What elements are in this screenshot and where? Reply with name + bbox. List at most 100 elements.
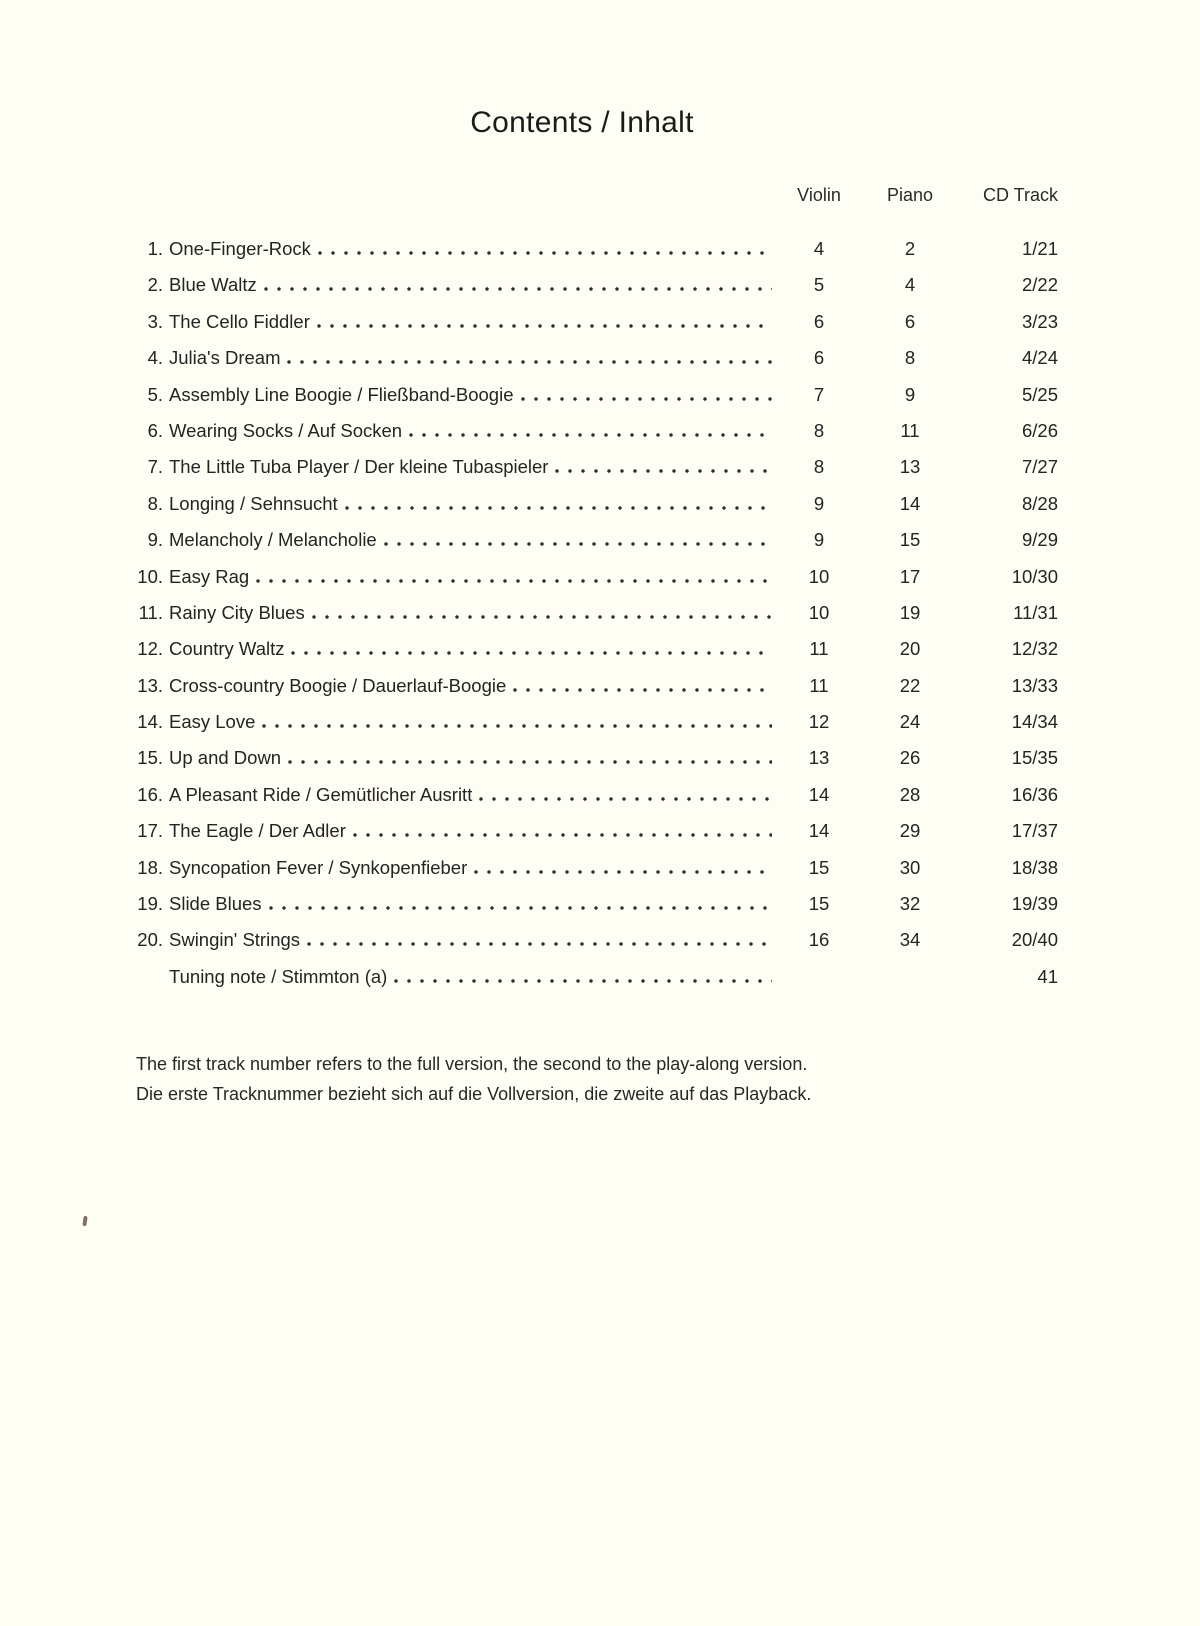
piano-page: 24 bbox=[899, 711, 921, 733]
track-title: Up and Down bbox=[169, 747, 282, 769]
table-row: 16. A Pleasant Ride / Gemütlicher Ausrit… bbox=[136, 777, 1058, 813]
piano-page: 30 bbox=[899, 856, 921, 878]
dot-leader bbox=[316, 323, 772, 328]
track-title: Easy Love bbox=[169, 711, 256, 733]
cd-track-number: 13/33 bbox=[1011, 674, 1058, 696]
dot-leader bbox=[262, 724, 772, 729]
dot-leader bbox=[311, 614, 772, 619]
table-row: 20. Swingin' Strings 16 34 20/40 bbox=[136, 922, 1058, 958]
cd-track-number: 12/32 bbox=[1011, 638, 1058, 660]
dot-leader bbox=[520, 396, 772, 401]
dot-leader bbox=[268, 906, 772, 911]
cd-track-number: 17/37 bbox=[1011, 820, 1058, 842]
piano-page: 32 bbox=[899, 893, 921, 915]
piano-page: 14 bbox=[899, 492, 921, 514]
piano-page: 19 bbox=[899, 601, 921, 623]
cd-track-number: 19/39 bbox=[1011, 893, 1058, 915]
violin-page: 9 bbox=[813, 529, 825, 551]
track-title: Cross-country Boogie / Dauerlauf-Boogie bbox=[169, 674, 507, 696]
table-row: 8. Longing / Sehnsucht 9 14 8/28 bbox=[136, 486, 1058, 522]
piano-page: 15 bbox=[899, 529, 921, 551]
dot-leader bbox=[555, 469, 772, 474]
piano-page: 28 bbox=[899, 783, 921, 805]
cd-track-number: 9/29 bbox=[1021, 529, 1058, 551]
track-title: Julia's Dream bbox=[169, 347, 281, 369]
track-number: 14. bbox=[137, 711, 163, 733]
piano-page: 17 bbox=[899, 565, 921, 587]
violin-page: 13 bbox=[808, 747, 830, 769]
track-number: 13. bbox=[137, 674, 163, 696]
piano-page: 20 bbox=[899, 638, 921, 660]
footnote-line-en: The first track number refers to the ful… bbox=[136, 1054, 808, 1075]
track-title: Swingin' Strings bbox=[169, 929, 301, 951]
table-row: 10. Easy Rag 10 17 10/30 bbox=[136, 559, 1058, 595]
piano-page: 34 bbox=[899, 929, 921, 951]
track-title: Blue Waltz bbox=[169, 274, 257, 296]
ink-speck bbox=[82, 1215, 88, 1227]
table-row: 17. The Eagle / Der Adler 14 29 17/37 bbox=[136, 813, 1058, 849]
cd-track-number: 41 bbox=[1037, 965, 1058, 987]
contents-table: 1. One-Finger-Rock 4 2 1/21 2. Blue Walt… bbox=[136, 231, 1058, 995]
violin-page: 14 bbox=[808, 783, 830, 805]
track-title: Longing / Sehnsucht bbox=[169, 492, 338, 514]
footnote-line-de: Die erste Tracknummer bezieht sich auf d… bbox=[136, 1084, 812, 1105]
piano-page: 9 bbox=[904, 383, 916, 405]
cd-track-number: 2/22 bbox=[1021, 274, 1058, 296]
track-title: The Little Tuba Player / Der kleine Tuba… bbox=[169, 456, 549, 478]
table-row: 9. Melancholy / Melancholie 9 15 9/29 bbox=[136, 522, 1058, 558]
dot-leader bbox=[263, 287, 772, 292]
track-title: Tuning note / Stimmton (a) bbox=[169, 965, 388, 987]
piano-page: 29 bbox=[899, 820, 921, 842]
dot-leader bbox=[383, 542, 772, 547]
header-spacer bbox=[136, 184, 778, 206]
track-number: 15. bbox=[137, 747, 163, 769]
track-title: One-Finger-Rock bbox=[169, 238, 311, 259]
violin-page: 8 bbox=[813, 456, 825, 478]
cd-track-number: 14/34 bbox=[1011, 711, 1058, 733]
column-header-violin: Violin bbox=[797, 185, 841, 205]
contents-page: Contents / Inhalt Violin Piano CD Track … bbox=[136, 0, 1058, 1109]
track-title: Rainy City Blues bbox=[169, 601, 305, 623]
track-title: Country Waltz bbox=[169, 638, 285, 660]
table-row: 12. Country Waltz 11 20 12/32 bbox=[136, 631, 1058, 667]
violin-page: 11 bbox=[809, 638, 829, 660]
track-number: 6. bbox=[147, 419, 163, 441]
table-row: 1. One-Finger-Rock 4 2 1/21 bbox=[136, 231, 1058, 267]
column-header-piano: Piano bbox=[886, 185, 934, 205]
table-row: 19. Slide Blues 15 32 19/39 bbox=[136, 886, 1058, 922]
track-title: A Pleasant Ride / Gemütlicher Ausritt bbox=[169, 783, 473, 805]
cd-track-number: 11/31 bbox=[1013, 601, 1058, 623]
violin-page: 10 bbox=[808, 565, 830, 587]
cd-track-number: 7/27 bbox=[1021, 456, 1058, 478]
table-row: 18. Syncopation Fever / Synkopenfieber 1… bbox=[136, 850, 1058, 886]
track-number: 3. bbox=[147, 310, 163, 332]
violin-page: 6 bbox=[813, 310, 825, 332]
table-row: 6. Wearing Socks / Auf Socken 8 11 6/26 bbox=[136, 413, 1058, 449]
piano-page: 26 bbox=[899, 747, 921, 769]
table-row: 14. Easy Love 12 24 14/34 bbox=[136, 704, 1058, 740]
cd-track-number: 1/21 bbox=[1021, 238, 1058, 259]
cd-track-number: 15/35 bbox=[1011, 747, 1058, 769]
dot-leader bbox=[394, 978, 772, 983]
track-number: 10. bbox=[137, 565, 163, 587]
violin-page: 10 bbox=[808, 601, 830, 623]
violin-page: 12 bbox=[808, 711, 830, 733]
cd-track-number: 5/25 bbox=[1021, 383, 1058, 405]
track-number: 16. bbox=[137, 783, 163, 805]
cd-track-number: 20/40 bbox=[1011, 929, 1058, 951]
table-row: 4. Julia's Dream 6 8 4/24 bbox=[136, 340, 1058, 376]
cd-track-number: 10/30 bbox=[1011, 565, 1058, 587]
piano-page: 6 bbox=[904, 310, 916, 332]
track-number: 4. bbox=[147, 347, 163, 369]
piano-page: 8 bbox=[904, 347, 916, 369]
cd-track-number: 16/36 bbox=[1011, 783, 1058, 805]
violin-page: 15 bbox=[808, 856, 830, 878]
piano-page: 2 bbox=[904, 238, 916, 259]
piano-page: 22 bbox=[899, 674, 921, 696]
dot-leader bbox=[352, 833, 772, 838]
table-row: 3. The Cello Fiddler 6 6 3/23 bbox=[136, 304, 1058, 340]
piano-page: 4 bbox=[904, 274, 916, 296]
violin-page: 15 bbox=[808, 893, 830, 915]
dot-leader bbox=[344, 505, 772, 510]
track-number: 7. bbox=[147, 456, 163, 478]
